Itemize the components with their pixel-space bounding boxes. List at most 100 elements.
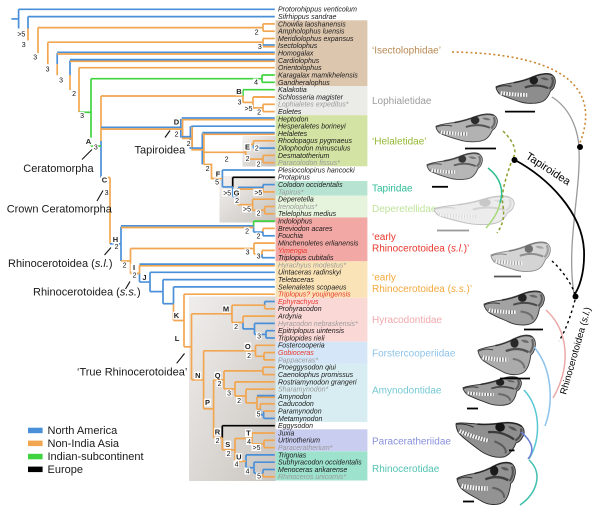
svg-text:Deperetella: Deperetella [278,197,314,204]
svg-text:Rhinocerotoidea (s.l.)’: Rhinocerotoidea (s.l.)’ [372,244,469,255]
svg-text:‘early: ‘early [372,273,396,284]
svg-text:>5: >5 [253,445,261,452]
svg-text:3: 3 [257,254,261,261]
svg-text:Orientolophus: Orientolophus [278,65,322,72]
svg-text:2: 2 [123,263,127,270]
svg-text:M: M [223,305,229,314]
svg-text:Fostercooperia: Fostercooperia [278,343,325,350]
svg-text:‘Helaletidae’: ‘Helaletidae’ [372,136,426,147]
svg-text:Non-India Asia: Non-India Asia [48,438,120,450]
svg-text:2: 2 [175,132,179,139]
svg-text:Telelophus medius: Telelophus medius [278,211,337,218]
svg-text:Metamynodon: Metamynodon [278,416,322,423]
svg-text:2: 2 [218,381,222,388]
svg-text:Meridiolophus expansus: Meridiolophus expansus [278,36,354,43]
svg-text:Selenaletes scopaeus: Selenaletes scopaeus [278,284,347,291]
svg-text:Indian-subcontinent: Indian-subcontinent [48,451,144,463]
svg-text:Indolophus: Indolophus [278,219,313,226]
svg-text:4: 4 [247,439,251,446]
svg-text:K: K [174,311,180,320]
svg-text:Sharamynodon*: Sharamynodon* [278,387,328,394]
svg-text:Minchenoletes erlianensis: Minchenoletes erlianensis [278,241,359,248]
svg-text:Menoceras arikarense: Menoceras arikarense [278,467,347,474]
svg-text:‘early: ‘early [372,232,396,243]
svg-text:3: 3 [238,100,242,107]
svg-text:Pappaceras*: Pappaceras* [278,357,318,364]
svg-text:3: 3 [227,391,231,398]
svg-text:3: 3 [22,42,26,49]
svg-text:2: 2 [187,141,191,148]
svg-text:R: R [215,427,221,436]
svg-text:Rostriamynodon grangeri: Rostriamynodon grangeri [278,379,357,386]
svg-text:P: P [205,398,210,407]
svg-text:Deperetellidae: Deperetellidae [372,204,437,215]
svg-text:Europe: Europe [48,464,83,476]
svg-text:Hyracodon nebraskensis*: Hyracodon nebraskensis* [278,321,358,328]
svg-text:I: I [133,263,135,272]
svg-text:4: 4 [246,469,250,476]
svg-text:Chowlia laoshanensis: Chowlia laoshanensis [278,21,346,28]
svg-text:B: B [236,87,242,96]
svg-text:Tapiridae: Tapiridae [372,184,413,195]
svg-text:3: 3 [33,55,37,62]
svg-text:Protapirus: Protapirus [278,175,310,182]
svg-text:Juxia: Juxia [277,430,294,437]
svg-text:Triplopides rieli: Triplopides rieli [278,335,325,342]
svg-text:Amynodontidae: Amynodontidae [372,386,442,397]
svg-text:H: H [113,235,118,244]
svg-text:Amynodon: Amynodon [277,394,312,401]
svg-text:Paracolodon fissus*: Paracolodon fissus* [278,160,340,167]
svg-text:2: 2 [255,30,259,37]
svg-text:2: 2 [247,353,251,360]
svg-text:Gobioceras: Gobioceras [278,350,314,357]
svg-text:2: 2 [72,91,76,98]
svg-text:Colodon occidentalis: Colodon occidentalis [278,182,343,189]
svg-text:Fouchia: Fouchia [278,233,303,240]
svg-text:5: 5 [215,180,219,187]
svg-text:Prohyracodon: Prohyracodon [278,306,322,313]
svg-text:Triplopus cubitalis: Triplopus cubitalis [278,255,334,262]
svg-text:Schlosseria magister: Schlosseria magister [278,94,344,101]
svg-text:2: 2 [257,211,261,218]
svg-text:Protorohippus venticolum: Protorohippus venticolum [278,7,357,14]
svg-text:Dilophodon minusculus: Dilophodon minusculus [278,146,351,153]
svg-text:2: 2 [235,198,239,205]
svg-text:Sifrhippus sandrae: Sifrhippus sandrae [278,14,336,21]
svg-text:Triplopus? youjingensis: Triplopus? youjingensis [278,292,351,299]
svg-text:C: C [102,176,108,185]
svg-text:>5: >5 [243,207,251,214]
svg-text:F: F [216,170,221,179]
svg-text:5: 5 [257,412,261,419]
svg-text:Paraceratheriidae: Paraceratheriidae [372,437,451,448]
svg-text:Uintaceras radinskyi: Uintaceras radinskyi [278,270,341,277]
svg-text:Ampholophus luensis: Ampholophus luensis [277,29,345,36]
svg-text:Trigonias: Trigonias [278,452,307,459]
svg-text:Caenolophus promissus: Caenolophus promissus [278,372,354,379]
svg-text:Subhyracodon occidentalis: Subhyracodon occidentalis [278,460,362,467]
svg-text:Paraceratherium*: Paraceratherium* [278,445,333,452]
svg-text:2: 2 [234,324,238,331]
svg-text:>5: >5 [17,32,25,39]
svg-text:2: 2 [257,110,261,117]
svg-text:2: 2 [237,398,241,405]
svg-text:O: O [245,342,251,351]
svg-text:‘True Rhinocerotoidea’: ‘True Rhinocerotoidea’ [77,367,187,379]
svg-text:Ceratomorpha: Ceratomorpha [23,163,94,175]
svg-text:D: D [174,118,180,127]
svg-text:S: S [225,440,230,449]
svg-text:Lophialetidae: Lophialetidae [372,96,432,107]
svg-text:3: 3 [94,145,98,152]
svg-text:4: 4 [254,80,258,87]
svg-text:Ardynia: Ardynia [277,314,302,321]
svg-text:3: 3 [59,78,63,85]
svg-text:Rhinocerotoidea (s.s.): Rhinocerotoidea (s.s.) [33,286,141,298]
svg-text:3: 3 [258,44,262,51]
svg-text:Rhinocerotoidea (s.s.)’: Rhinocerotoidea (s.s.)’ [372,284,472,295]
svg-text:Lophialetes expeditus*: Lophialetes expeditus* [278,102,349,109]
svg-text:Hesperaletes borineyi: Hesperaletes borineyi [278,124,346,131]
svg-text:E: E [245,143,250,152]
svg-text:Rhinoceros unicornis*: Rhinoceros unicornis* [278,474,346,481]
svg-text:Forstercooperiidae: Forstercooperiidae [372,349,456,360]
svg-text:Plesiocolopirus hancocki: Plesiocolopirus hancocki [278,167,355,174]
svg-text:5: 5 [257,474,261,481]
